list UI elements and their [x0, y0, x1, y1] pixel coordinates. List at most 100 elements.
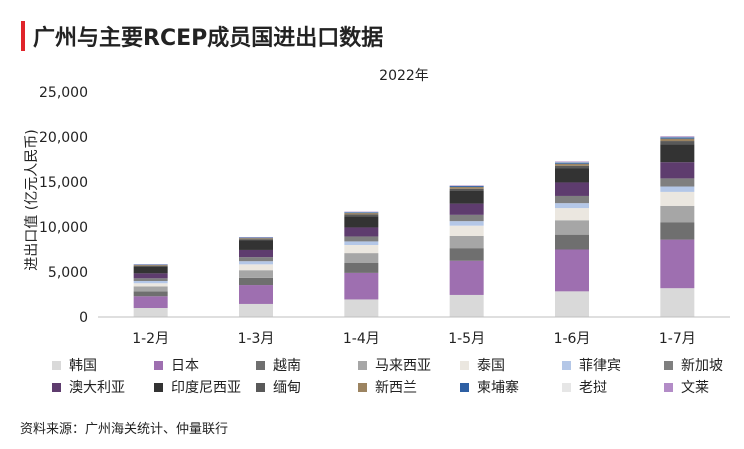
bar-segment: [344, 245, 379, 254]
legend-item: 柬埔寨: [460, 377, 519, 397]
bar-segment: [555, 249, 589, 292]
bar-segment: [660, 288, 695, 317]
legend-label: 新西兰: [375, 380, 417, 396]
legend-label: 老挝: [579, 380, 607, 396]
bar-segment: [449, 221, 484, 226]
legend-label: 泰国: [477, 358, 505, 374]
bar-segment: [133, 291, 168, 297]
bar-segment: [660, 162, 695, 179]
legend-item: 缅甸: [256, 377, 301, 397]
bar-segment: [449, 260, 484, 295]
bar-segment: [660, 136, 695, 137]
x-tick-label: 1-5月: [448, 331, 485, 347]
bar-segment: [555, 182, 589, 196]
legend-swatch: [562, 382, 571, 392]
legend-item: 越南: [256, 355, 301, 375]
y-tick-label: 0: [79, 310, 88, 326]
bar-segment: [660, 136, 695, 138]
bar-segment: [133, 296, 168, 308]
legend-item: 印度尼西亚: [154, 377, 241, 397]
y-tick-label: 20,000: [39, 130, 88, 146]
x-tick-label: 1-3月: [238, 331, 275, 347]
bar-segment: [239, 237, 273, 239]
bar-segment: [555, 234, 589, 250]
bar-segment: [555, 162, 589, 163]
bar-segment: [449, 248, 484, 261]
y-axis: 0 5,000 10,000 15,000 20,000 25,000: [39, 85, 88, 326]
bar-segment: [239, 257, 273, 262]
legend-swatch: [664, 382, 673, 392]
bar-segment: [449, 236, 484, 249]
legend-swatch: [52, 360, 61, 370]
bar-segment: [555, 203, 589, 209]
legend-item: 日本: [154, 355, 199, 375]
bar-segment: [133, 264, 168, 266]
legend-item: 新西兰: [358, 377, 417, 397]
legend-swatch: [460, 360, 469, 370]
bar-segment: [133, 273, 168, 279]
bar-segment: [449, 187, 484, 189]
bar-segment: [344, 236, 379, 242]
bar-segment: [449, 214, 484, 222]
legend-swatch: [358, 382, 367, 392]
bar-segment: [449, 191, 484, 204]
x-axis: 1-2月 1-3月 1-4月 1-5月 1-6月 1-7月: [132, 331, 696, 347]
y-tick-label: 10,000: [39, 220, 88, 236]
legend-swatch: [256, 360, 265, 370]
bar-segment: [133, 286, 168, 292]
bar-segment: [133, 266, 168, 274]
bar-segment: [449, 188, 484, 191]
bar-segment: [555, 168, 589, 183]
legend-item: 菲律宾: [562, 355, 621, 375]
bar-segment: [344, 272, 379, 300]
bar-segment: [555, 220, 589, 235]
bar-segment: [660, 178, 695, 187]
legend-label: 新加坡: [681, 358, 723, 374]
x-tick-label: 1-7月: [659, 331, 696, 347]
x-tick-label: 1-2月: [132, 331, 169, 347]
bar-segment: [133, 308, 168, 317]
bar-segment: [239, 249, 273, 258]
bar-segment: [344, 263, 379, 273]
legend-item: 澳大利亚: [52, 377, 125, 397]
bar-segment: [555, 165, 589, 169]
legend-label: 文莱: [681, 380, 709, 396]
bar-segment: [133, 283, 168, 287]
bar-segment: [344, 299, 379, 317]
y-tick-label: 25,000: [39, 85, 88, 101]
chart-subtitle: 2022年: [379, 68, 429, 84]
bar-segment: [239, 285, 273, 304]
bar-segment: [344, 214, 379, 217]
legend-swatch: [358, 360, 367, 370]
bar-segment: [344, 253, 379, 263]
legend-label: 印度尼西亚: [171, 380, 241, 396]
title-accent-bar: [21, 21, 25, 51]
bar-segment: [449, 203, 484, 215]
legend-swatch: [52, 382, 61, 392]
bar-segment: [555, 161, 589, 163]
bar-segment: [449, 186, 484, 188]
bar-segment: [133, 265, 168, 267]
legend-swatch: [460, 382, 469, 392]
bars-group: [133, 136, 695, 317]
bar-segment: [660, 222, 695, 240]
bar-segment: [239, 239, 273, 241]
bar-segment: [133, 278, 168, 281]
legend-item: 新加坡: [664, 355, 723, 375]
y-tick-label: 15,000: [39, 175, 88, 191]
y-tick-label: 5,000: [48, 265, 88, 281]
bar-segment: [344, 212, 379, 214]
legend-swatch: [664, 360, 673, 370]
bar-segment: [555, 195, 589, 204]
legend-swatch: [256, 382, 265, 392]
bar-segment: [660, 137, 695, 139]
bar-segment: [555, 163, 589, 166]
legend-swatch: [154, 382, 163, 392]
legend-label: 韩国: [69, 358, 97, 374]
y-axis-label: 进出口值 (亿元人民币): [24, 129, 40, 270]
legend-label: 越南: [273, 358, 301, 374]
bar-segment: [239, 277, 273, 286]
bar-segment: [239, 240, 273, 250]
source-note: 资料来源：广州海关统计、仲量联行: [20, 422, 229, 437]
